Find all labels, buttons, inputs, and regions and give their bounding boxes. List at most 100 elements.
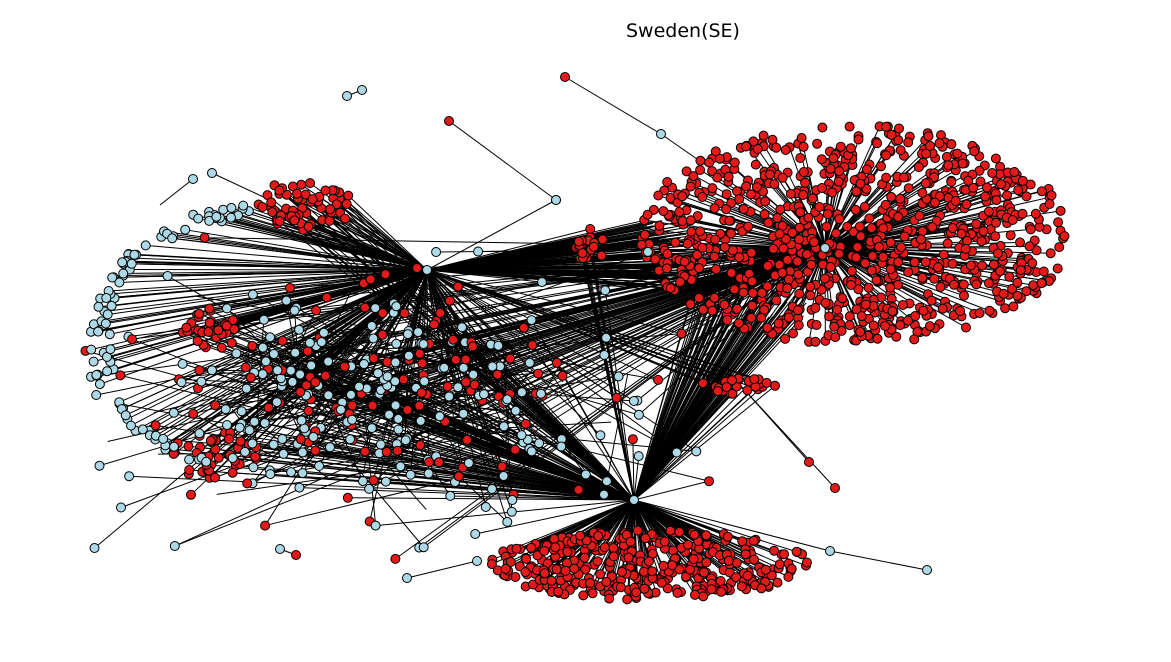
red-node	[460, 377, 471, 388]
graph-edge	[317, 361, 329, 406]
red-node	[695, 165, 706, 175]
graph-edge	[426, 249, 679, 271]
red-node	[758, 130, 769, 141]
red-node	[127, 334, 138, 345]
graph-edge	[173, 269, 428, 448]
blue-node	[633, 451, 644, 462]
red-node	[448, 334, 459, 345]
red-node	[984, 305, 995, 316]
graph-edge	[633, 499, 728, 538]
graph-edge	[148, 269, 428, 432]
red-node	[688, 171, 699, 182]
red-node	[716, 586, 727, 597]
red-node	[935, 282, 946, 292]
graph-edge	[385, 481, 635, 501]
graph-edge	[633, 385, 776, 501]
blue-node	[287, 376, 298, 387]
blue-node	[316, 337, 327, 348]
red-node	[551, 564, 562, 575]
red-node	[694, 292, 704, 303]
red-node	[653, 374, 664, 385]
red-node	[736, 581, 747, 592]
blue-node	[601, 332, 612, 343]
blue-node	[247, 438, 258, 449]
red-node	[721, 382, 732, 393]
red-node	[872, 138, 883, 149]
blue-node	[480, 502, 491, 512]
graph-edge	[633, 297, 723, 501]
red-node	[876, 161, 886, 172]
red-node	[688, 554, 699, 564]
blue-node	[94, 379, 105, 390]
red-node	[798, 141, 809, 152]
red-node	[382, 357, 393, 367]
red-node	[676, 328, 687, 339]
graph-edge	[426, 269, 523, 436]
blue-node	[487, 484, 497, 494]
red-node	[719, 299, 730, 310]
red-node	[812, 138, 823, 149]
blue-node	[124, 471, 135, 482]
red-node	[365, 274, 376, 285]
blue-node	[537, 277, 547, 288]
red-node	[746, 312, 757, 323]
graph-edge	[426, 225, 648, 271]
red-node	[810, 336, 821, 347]
red-node	[783, 312, 794, 323]
blue-node	[102, 366, 113, 377]
red-node	[181, 322, 192, 333]
red-node	[732, 303, 743, 314]
graph-edge	[633, 267, 708, 501]
blue-node	[285, 365, 296, 376]
red-node	[795, 207, 806, 218]
red-node	[983, 278, 994, 289]
red-node	[893, 135, 904, 146]
blue-node	[468, 369, 479, 380]
red-node	[845, 143, 856, 154]
red-node	[760, 196, 771, 207]
red-node	[851, 252, 862, 263]
red-node	[727, 388, 738, 399]
graph-edge	[165, 269, 428, 446]
red-node	[895, 193, 906, 204]
blue-node	[470, 529, 481, 539]
red-node	[794, 234, 805, 245]
red-node	[1045, 248, 1056, 259]
red-node	[833, 176, 844, 187]
red-node	[662, 177, 673, 187]
red-node	[836, 325, 847, 336]
graph-edge	[423, 247, 826, 345]
red-node	[991, 195, 1002, 206]
red-node	[303, 405, 314, 416]
red-node	[697, 242, 708, 253]
blue-node	[370, 520, 381, 531]
red-node	[920, 178, 931, 189]
blue-node	[102, 309, 113, 320]
red-node	[492, 369, 503, 380]
blue-node	[169, 441, 179, 452]
red-node	[216, 342, 227, 353]
blue-node	[510, 405, 521, 416]
blue-node	[137, 424, 148, 435]
blue-node	[599, 350, 610, 360]
red-node	[199, 232, 210, 243]
red-node	[533, 368, 544, 379]
red-node	[711, 264, 722, 275]
red-node	[1027, 258, 1038, 269]
red-node	[913, 162, 924, 173]
blue-node	[241, 383, 252, 394]
red-node	[310, 377, 321, 388]
red-node	[880, 321, 891, 331]
red-node	[864, 213, 875, 224]
graph-edge	[363, 410, 377, 526]
blue-node	[105, 344, 116, 355]
blue-node	[445, 490, 456, 501]
red-node	[303, 221, 314, 232]
red-node	[748, 136, 759, 147]
red-node	[952, 148, 963, 159]
red-node	[780, 333, 791, 344]
red-node	[990, 231, 1001, 242]
blue-node	[268, 349, 279, 359]
graph-edge	[633, 302, 807, 501]
